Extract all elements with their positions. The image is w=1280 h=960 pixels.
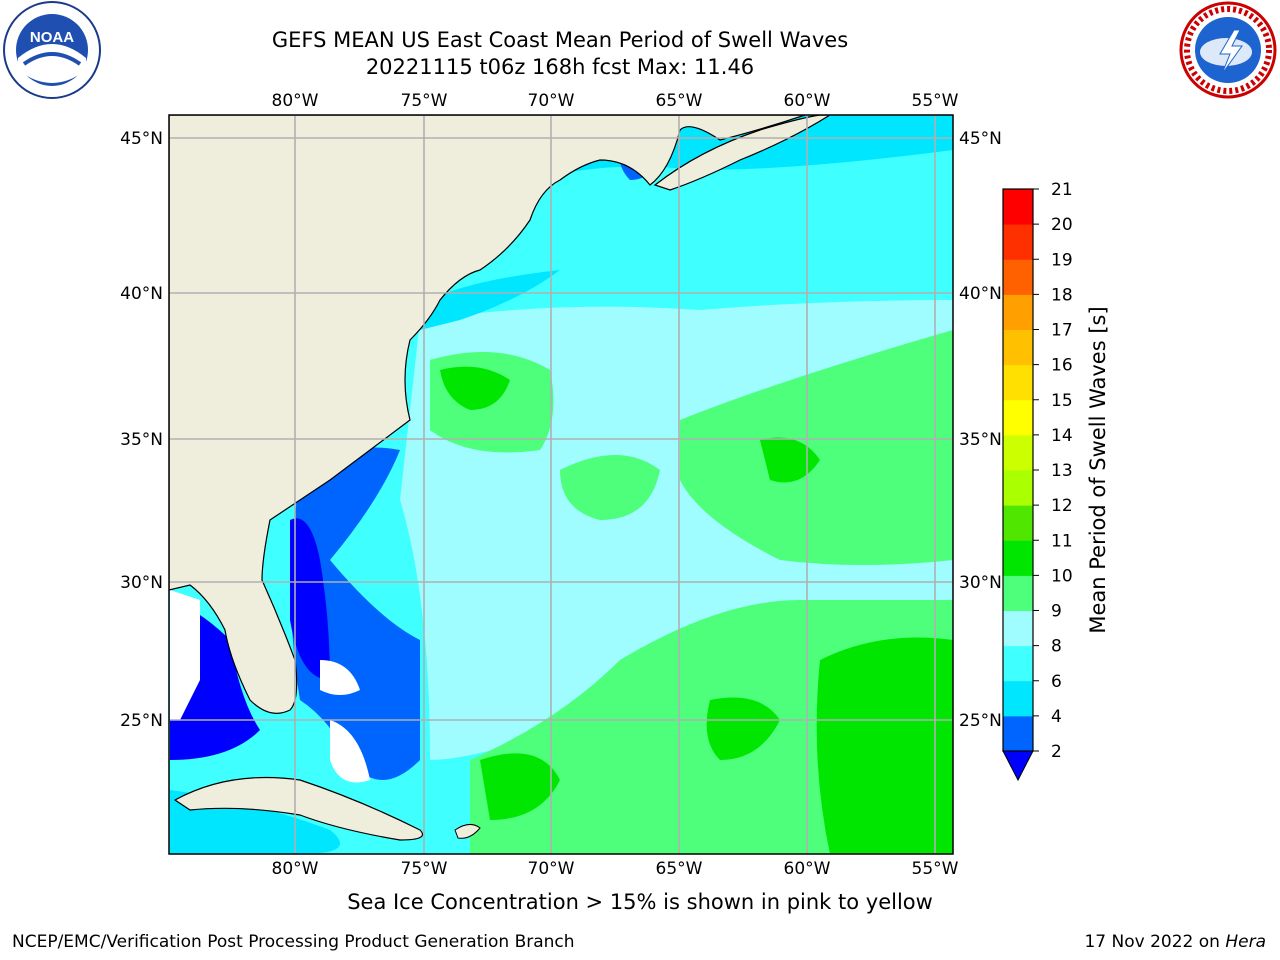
- land-hispaniola-tip: [454, 824, 481, 839]
- lat-label-left: 40°N: [120, 284, 163, 304]
- footer-host: Hera: [1225, 932, 1266, 952]
- lat-label-right: 30°N: [959, 573, 1002, 593]
- swell-zone-4-6s-shelf: [420, 270, 560, 330]
- swell-zone-10-11s-b: [760, 437, 820, 483]
- colorbar-band: [1003, 680, 1033, 717]
- no-data-great-bahama-bank: [330, 720, 370, 783]
- colorbar-band: [1003, 610, 1033, 647]
- swell-zone-10-11s-c: [816, 637, 953, 854]
- colorbar-band: [1003, 575, 1033, 611]
- nws-logo-icon: [1179, 1, 1277, 99]
- colorbar-tick-label: 11: [1051, 531, 1073, 551]
- lon-label-bottom: 70°W: [528, 859, 575, 879]
- colorbar-band: [1003, 364, 1033, 401]
- lon-label-top: 80°W: [272, 91, 319, 111]
- lat-label-right: 35°N: [959, 430, 1002, 450]
- swell-zone-9-10s-east: [680, 330, 953, 565]
- colorbar-tick-label: 9: [1051, 602, 1062, 622]
- lon-label-bottom: 55°W: [912, 859, 959, 879]
- footer-date: 17 Nov 2022 on Hera: [1084, 932, 1266, 952]
- lon-label-top: 75°W: [401, 91, 448, 111]
- land-north-america: [169, 115, 806, 714]
- colorbar-tick-label: 21: [1051, 180, 1073, 200]
- lat-label-left: 30°N: [120, 573, 163, 593]
- colorbar: 2 4 6 8 9 10 11 12 13 14 15 16 17 18 19 20 21: [1002, 180, 1073, 782]
- chart-subtitle: 20221115 t06z 168h fcst Max: 11.46: [365, 55, 755, 79]
- colorbar-label: Mean Period of Swell Waves [s]: [1086, 306, 1110, 633]
- colorbar-tick-label: 18: [1051, 285, 1073, 305]
- colorbar-band: [1003, 434, 1033, 471]
- sea-ice-caption: Sea Ice Concentration > 15% is shown in …: [347, 890, 933, 914]
- swell-zone-10-11s-d: [706, 697, 780, 760]
- chart-title: GEFS MEAN US East Coast Mean Period of S…: [271, 28, 849, 52]
- colorbar-tick-label: 19: [1051, 250, 1073, 270]
- colorbar-band: [1003, 505, 1033, 541]
- lat-label-right: 40°N: [959, 284, 1002, 304]
- map-gridlines: [169, 115, 953, 854]
- lon-label-top: 55°W: [912, 91, 959, 111]
- lat-label-right: 45°N: [959, 129, 1002, 149]
- colorbar-extend-min: [1002, 750, 1034, 782]
- no-data-gulf: [170, 590, 200, 720]
- lon-label-bottom: 75°W: [401, 859, 448, 879]
- swell-zone-9-10s-central: [560, 455, 660, 520]
- colorbar-band: [1003, 540, 1033, 576]
- lat-label-right: 25°N: [959, 711, 1002, 731]
- swell-zone-2-4s-southeast: [290, 447, 420, 780]
- colorbar-tick-label: 4: [1051, 707, 1062, 727]
- colorbar-tick-label: 17: [1051, 321, 1073, 341]
- no-data-bahamas-bank: [320, 660, 360, 695]
- lon-label-top: 70°W: [528, 91, 575, 111]
- colorbar-band: [1003, 470, 1033, 506]
- colorbar-tick-label: 20: [1051, 215, 1073, 235]
- colorbar-tick-label: 16: [1051, 356, 1073, 376]
- colorbar-frame: [1002, 188, 1034, 752]
- colorbar-band: [1003, 645, 1033, 682]
- lon-label-bottom: 60°W: [784, 859, 831, 879]
- lon-label-bottom: 65°W: [656, 859, 703, 879]
- colorbar-tick-label: 12: [1051, 496, 1073, 516]
- colorbar-band: [1003, 329, 1033, 366]
- colorbar-band: [1003, 224, 1033, 260]
- swell-zone-10-11s-e: [480, 753, 560, 820]
- colorbar-tick-label: 13: [1051, 461, 1073, 481]
- land-cuba: [173, 776, 424, 841]
- colorbar-tick-label: 2: [1051, 742, 1062, 762]
- colorbar-tick-label: 10: [1051, 566, 1073, 586]
- swell-zone-below-2s-florida: [290, 518, 330, 680]
- footer-credit: NCEP/EMC/Verification Post Processing Pr…: [12, 932, 575, 952]
- colorbar-band: [1003, 294, 1033, 330]
- colorbar-tick-label: 6: [1051, 672, 1062, 692]
- lon-label-bottom: 80°W: [272, 859, 319, 879]
- colorbar-band: [1003, 715, 1033, 752]
- colorbar-tick-label: 8: [1051, 637, 1062, 657]
- lat-label-left: 35°N: [120, 430, 163, 450]
- footer-date-text: 17 Nov 2022 on: [1084, 932, 1226, 952]
- colorbar-tick-label: 14: [1051, 426, 1073, 446]
- lat-label-left: 25°N: [120, 711, 163, 731]
- lon-label-top: 65°W: [656, 91, 703, 111]
- noaa-logo-icon: NOAA: [3, 1, 101, 99]
- map-frame: [168, 114, 954, 855]
- lon-label-top: 60°W: [784, 91, 831, 111]
- colorbar-band: [1003, 399, 1033, 436]
- colorbar-band: [1003, 259, 1033, 295]
- swell-zone-10-11s-a: [440, 366, 510, 410]
- lat-label-left: 45°N: [120, 129, 163, 149]
- colorbar-band: [1003, 189, 1033, 225]
- colorbar-tick-label: 15: [1051, 391, 1073, 411]
- noaa-logo-text: NOAA: [30, 29, 74, 46]
